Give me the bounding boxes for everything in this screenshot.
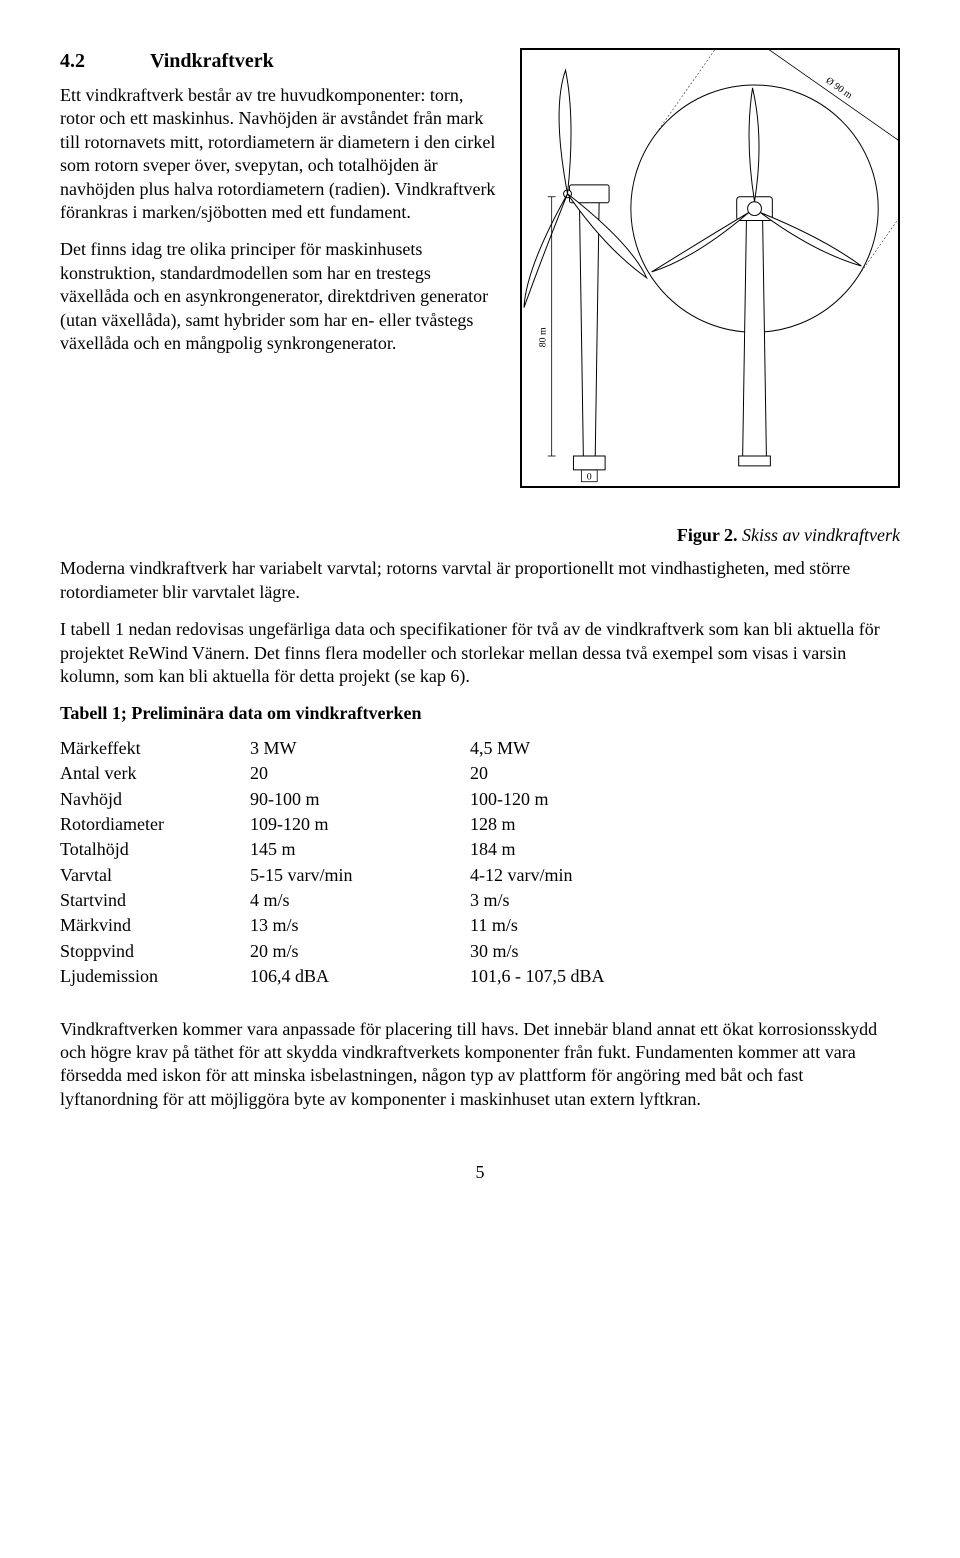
table-row: Startvind4 m/s3 m/s — [60, 888, 690, 913]
table-cell: 101,6 - 107,5 dBA — [470, 964, 690, 989]
table-cell: Antal verk — [60, 761, 250, 786]
table-cell: 20 — [470, 761, 690, 786]
table-title: Tabell 1; Preliminära data om vindkraftv… — [60, 702, 900, 725]
table-cell: 30 m/s — [470, 939, 690, 964]
table-row: Rotordiameter109-120 m128 m — [60, 812, 690, 837]
table-cell: 145 m — [250, 837, 470, 862]
turbine-svg: 80 m 0 — [522, 50, 898, 486]
figure-caption: Figur 2. Skiss av vindkraftverk — [60, 524, 900, 547]
table-cell: Totalhöjd — [60, 837, 250, 862]
table-cell: Stoppvind — [60, 939, 250, 964]
section-number: 4.2 — [60, 48, 150, 74]
paragraph-2: Det finns idag tre olika principer för m… — [60, 238, 496, 355]
table-cell: Rotordiameter — [60, 812, 250, 837]
caption-text: Skiss av vindkraftverk — [738, 525, 900, 545]
table-cell: 109-120 m — [250, 812, 470, 837]
table-cell: 13 m/s — [250, 913, 470, 938]
table-cell: 100-120 m — [470, 787, 690, 812]
table-row: Antal verk2020 — [60, 761, 690, 786]
table-row: Ljudemission106,4 dBA101,6 - 107,5 dBA — [60, 964, 690, 989]
table-cell: 106,4 dBA — [250, 964, 470, 989]
table-cell: 5-15 varv/min — [250, 863, 470, 888]
table-row: Navhöjd90-100 m100-120 m — [60, 787, 690, 812]
spec-table: Märkeffekt3 MW4,5 MWAntal verk2020Navhöj… — [60, 736, 690, 990]
height-label: 80 m — [538, 327, 549, 347]
two-column-section: 4.2 Vindkraftverk Ett vindkraftverk best… — [60, 48, 900, 488]
table-cell: 4 m/s — [250, 888, 470, 913]
table-cell: Märkeffekt — [60, 736, 250, 761]
table-cell: 20 m/s — [250, 939, 470, 964]
table-cell: 3 m/s — [470, 888, 690, 913]
table-row: Varvtal5-15 varv/min4-12 varv/min — [60, 863, 690, 888]
diameter-label: Ø 90 m — [824, 75, 855, 101]
table-cell: 128 m — [470, 812, 690, 837]
paragraph-5: Vindkraftverken kommer vara anpassade fö… — [60, 1018, 900, 1112]
turbine-figure: 80 m 0 — [520, 48, 900, 488]
text-column: 4.2 Vindkraftverk Ett vindkraftverk best… — [60, 48, 496, 369]
table-cell: 3 MW — [250, 736, 470, 761]
table-cell: Startvind — [60, 888, 250, 913]
table-row: Stoppvind20 m/s30 m/s — [60, 939, 690, 964]
table-cell: Navhöjd — [60, 787, 250, 812]
table-cell: Varvtal — [60, 863, 250, 888]
section-title: Vindkraftverk — [150, 48, 274, 74]
page-number: 5 — [60, 1161, 900, 1184]
paragraph-3: Moderna vindkraftverk har variabelt varv… — [60, 557, 900, 604]
table-row: Märkeffekt3 MW4,5 MW — [60, 736, 690, 761]
paragraph-1: Ett vindkraftverk består av tre huvudkom… — [60, 84, 496, 224]
table-cell: 20 — [250, 761, 470, 786]
table-cell: 4,5 MW — [470, 736, 690, 761]
table-cell: 90-100 m — [250, 787, 470, 812]
section-heading: 4.2 Vindkraftverk — [60, 48, 496, 74]
table-cell: Märkvind — [60, 913, 250, 938]
ground-label: 0 — [587, 472, 592, 483]
paragraph-4: I tabell 1 nedan redovisas ungefärliga d… — [60, 618, 900, 688]
table-cell: 4-12 varv/min — [470, 863, 690, 888]
caption-label: Figur 2. — [677, 525, 738, 545]
table-cell: Ljudemission — [60, 964, 250, 989]
table-cell: 184 m — [470, 837, 690, 862]
table-row: Märkvind13 m/s11 m/s — [60, 913, 690, 938]
table-row: Totalhöjd145 m184 m — [60, 837, 690, 862]
table-cell: 11 m/s — [470, 913, 690, 938]
